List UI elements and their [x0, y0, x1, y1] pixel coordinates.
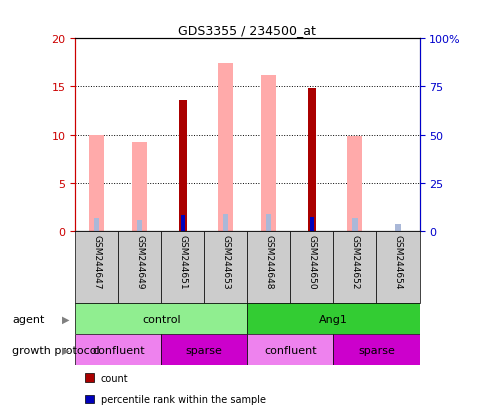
Bar	[161, 335, 247, 366]
Text: sparse: sparse	[357, 345, 394, 355]
Bar	[223, 215, 228, 231]
Bar	[137, 221, 142, 231]
Bar	[180, 216, 184, 231]
Text: Ang1: Ang1	[318, 314, 347, 324]
Bar	[75, 335, 161, 366]
Text: GSM244654: GSM244654	[393, 235, 402, 289]
Text: GSM244650: GSM244650	[307, 235, 316, 290]
Text: GSM244649: GSM244649	[135, 235, 144, 289]
Bar	[376, 231, 419, 304]
Text: GSM244648: GSM244648	[264, 235, 273, 289]
Text: GSM244651: GSM244651	[178, 235, 187, 290]
Bar	[118, 231, 161, 304]
Bar	[204, 231, 247, 304]
Bar	[247, 335, 333, 366]
Bar	[89, 135, 104, 231]
Bar	[218, 64, 233, 231]
Bar	[261, 76, 276, 231]
Bar	[347, 136, 362, 231]
Text: ▶: ▶	[61, 345, 69, 355]
Bar	[290, 231, 333, 304]
Bar	[307, 89, 315, 231]
Bar	[247, 304, 419, 335]
Bar	[333, 231, 376, 304]
Bar	[161, 231, 204, 304]
Text: count: count	[101, 373, 128, 383]
Text: sparse: sparse	[185, 345, 222, 355]
Text: GSM244652: GSM244652	[350, 235, 359, 289]
Text: ▶: ▶	[61, 314, 69, 324]
Text: confluent: confluent	[263, 345, 316, 355]
Text: percentile rank within the sample: percentile rank within the sample	[101, 394, 265, 404]
Bar	[94, 218, 99, 231]
Text: agent: agent	[12, 314, 45, 324]
Title: GDS3355 / 234500_at: GDS3355 / 234500_at	[178, 24, 316, 37]
Text: growth protocol: growth protocol	[12, 345, 100, 355]
Bar	[132, 143, 147, 231]
Text: confluent: confluent	[91, 345, 144, 355]
Bar	[333, 335, 419, 366]
Text: control: control	[142, 314, 180, 324]
Bar	[266, 215, 271, 231]
Text: GSM244653: GSM244653	[221, 235, 230, 290]
Bar	[394, 224, 400, 231]
Bar	[309, 217, 314, 231]
Bar	[75, 231, 118, 304]
Bar	[247, 231, 290, 304]
Bar	[352, 219, 357, 231]
Bar	[179, 101, 186, 231]
Text: GSM244647: GSM244647	[92, 235, 101, 289]
Bar	[75, 304, 247, 335]
